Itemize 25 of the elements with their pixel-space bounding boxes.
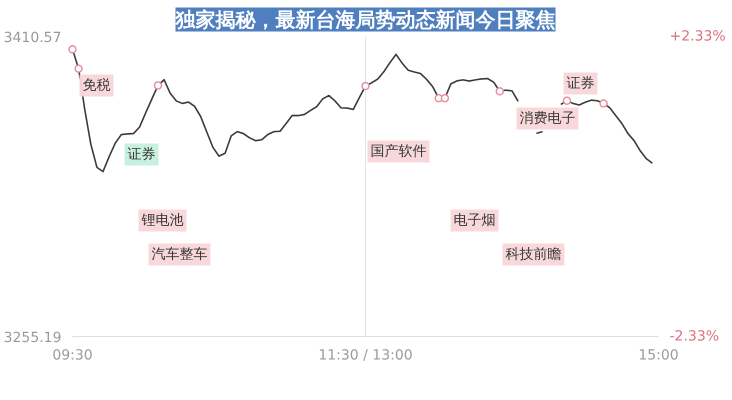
annotation: 科技前瞻 — [506, 246, 562, 262]
y-tick-label: 3410.57 — [4, 30, 62, 46]
point — [599, 99, 608, 108]
point — [496, 87, 504, 96]
point — [68, 45, 77, 54]
annotation: 汽车整车 — [152, 246, 208, 262]
point — [74, 64, 83, 73]
x-tick-label: 09:30 — [52, 348, 93, 364]
point — [361, 82, 370, 90]
y-tick-label: 3255.19 — [4, 330, 62, 346]
chart-title: 独家揭秘，最新台海局势动态新闻今日聚焦 — [174, 8, 556, 32]
annotation: 免税 — [82, 78, 110, 94]
annotation: 锂电池 — [140, 212, 184, 228]
point — [562, 96, 572, 105]
point — [440, 94, 450, 102]
annotation: 国产软件 — [370, 144, 426, 160]
point — [154, 81, 162, 90]
x-tick-label: 15:00 — [638, 348, 679, 364]
annotation: 消费电子 — [520, 110, 576, 126]
annotation: 证券 — [128, 146, 156, 162]
y2-tick-label: -2.33% — [670, 328, 720, 344]
x-tick-label: 11:30 / 13:00 — [318, 348, 413, 364]
annotation: 证券 — [566, 76, 594, 92]
y2-tick-label: +2.33% — [670, 28, 726, 44]
annotation: 电子烟 — [454, 212, 496, 228]
